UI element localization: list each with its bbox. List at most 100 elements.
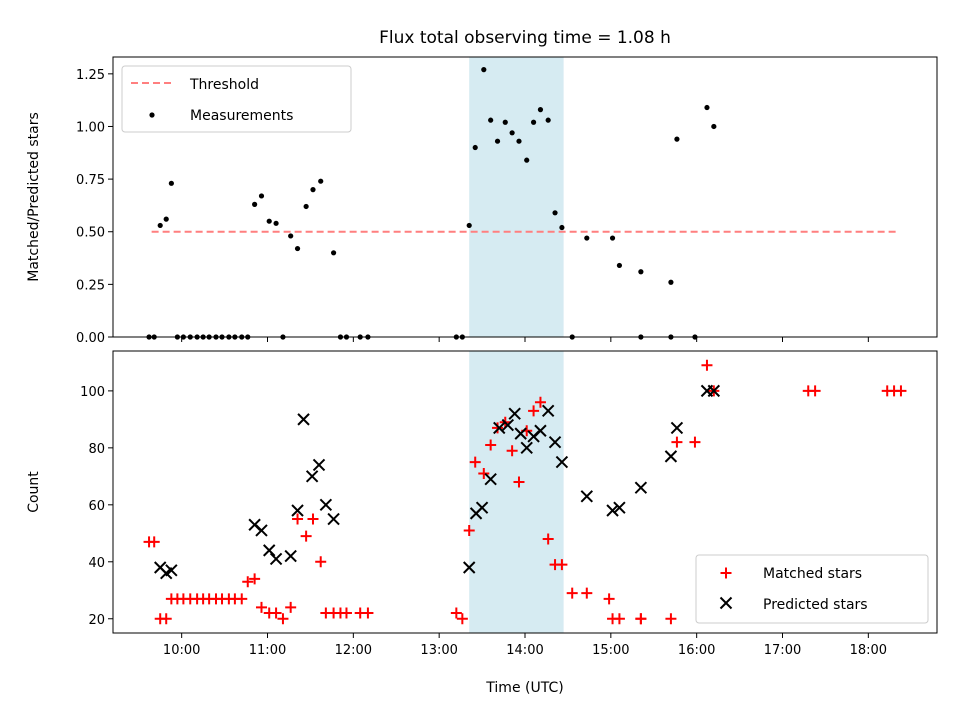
predicted-star-point [263, 544, 276, 557]
predicted-star-point [255, 524, 268, 537]
matched-star-point [603, 593, 615, 605]
matched-star-point [242, 576, 254, 588]
matched-star-point [148, 536, 160, 548]
y-axis-label: Count [26, 471, 42, 513]
matched-star-point [277, 613, 289, 625]
measurement-point [545, 117, 551, 123]
y-tick-label: 0.50 [76, 226, 105, 241]
measurement-point [704, 104, 710, 111]
shaded-interval [469, 351, 564, 633]
predicted-star-point [305, 470, 319, 483]
predicted-star-point [475, 501, 489, 514]
measurement-point [481, 67, 487, 73]
measurement-point [318, 178, 324, 184]
predicted-star-point [165, 564, 178, 577]
matched-star-point [450, 607, 462, 619]
predicted-star-point [493, 421, 506, 435]
predicted-star-point [501, 418, 515, 432]
measurement-point [303, 203, 309, 210]
measurement-point [288, 233, 294, 239]
x-tick-label: 10:00 [163, 643, 200, 658]
predicted-star-point [555, 455, 569, 469]
series-1 [143, 359, 907, 625]
matched-star-point [895, 385, 907, 397]
measurement-point [711, 123, 717, 130]
matched-star-point [809, 385, 821, 397]
predicted-star-point [291, 504, 304, 517]
predicted-star-point [508, 407, 521, 420]
measurement-point [466, 222, 472, 229]
y-tick-label: 80 [88, 442, 105, 457]
matched-star-point [665, 613, 677, 625]
measurement-point [266, 218, 272, 224]
measurement-point [252, 201, 258, 207]
legend-top: Threshold Measurements [121, 65, 352, 133]
matched-star-point [463, 524, 475, 536]
predicted-star-point [534, 424, 547, 437]
predicted-star-point [284, 549, 297, 563]
matched-star-point [701, 359, 713, 371]
predicted-star-point [297, 413, 310, 426]
y-tick-label: 1.00 [76, 120, 105, 135]
measurement-point [530, 119, 537, 125]
legend-box [121, 65, 352, 133]
predicted-star-point [548, 435, 562, 449]
y-tick-label: 1.25 [76, 68, 105, 83]
predicted-star-point [520, 441, 533, 455]
measurement-point [163, 216, 169, 222]
measurement-point [674, 136, 680, 142]
measurement-point [488, 117, 494, 123]
predicted-star-point [580, 490, 594, 503]
y-tick-label: 0.25 [76, 278, 105, 293]
matched-star-point [285, 601, 297, 613]
matched-star-point [478, 467, 490, 479]
x-tick-label: 14:00 [506, 643, 543, 658]
measurement-point [552, 210, 558, 216]
measurement-point [502, 119, 508, 125]
y-tick-label: 60 [88, 499, 105, 514]
matched-star-point [236, 593, 248, 605]
predicted-star-point [319, 498, 333, 512]
measurement-point [310, 187, 316, 193]
measurement-point [668, 279, 674, 285]
bottom-panel: 20 40 60 80 100 10:00 11:00 12:00 13:00 14:00 15:0… [26, 350, 938, 696]
matched-star-point [485, 439, 497, 451]
y-tick-label: 0.00 [76, 331, 105, 346]
legend-matched-swatch [720, 567, 732, 579]
y-axis-label: Matched/Predicted stars [26, 112, 42, 282]
measurement-point [516, 138, 522, 144]
x-tick-label: 13:00 [420, 643, 457, 658]
measurement-point [273, 220, 279, 226]
matched-star-point [556, 559, 568, 571]
matched-star-point [315, 556, 327, 568]
predicted-star-point [613, 501, 626, 514]
matched-star-point [689, 436, 701, 448]
x-tick-label: 18:00 [850, 643, 887, 658]
predicted-star-point [634, 481, 648, 494]
legend-measurements-label: Measurements [190, 108, 293, 124]
measurement-point [494, 138, 501, 144]
measurement-point [524, 157, 530, 163]
predicted-star-point [707, 384, 721, 398]
matched-star-point [613, 613, 625, 625]
x-axis-label: Time (UTC) [485, 680, 563, 696]
x-tick-label: 12:00 [335, 643, 372, 658]
legend-bottom: Matched stars Predicted stars [695, 554, 929, 624]
matched-star-point [362, 607, 374, 619]
matched-star-point [307, 513, 319, 525]
measurement-point [157, 222, 163, 229]
measurement-point [616, 262, 623, 269]
chart-title: Flux total observing time = 1.08 h [379, 28, 671, 48]
matched-star-point [528, 405, 540, 417]
measurement-point [638, 269, 644, 275]
matched-star-point [456, 613, 468, 625]
measurement-point [294, 245, 301, 252]
predicted-star-point [327, 512, 340, 526]
predicted-star-point [312, 458, 326, 472]
series-2 [154, 384, 721, 580]
x-tick-label: 16:00 [678, 643, 715, 658]
measurement-point [584, 235, 590, 241]
measurement-point [559, 224, 565, 231]
predicted-star-point [664, 450, 678, 463]
